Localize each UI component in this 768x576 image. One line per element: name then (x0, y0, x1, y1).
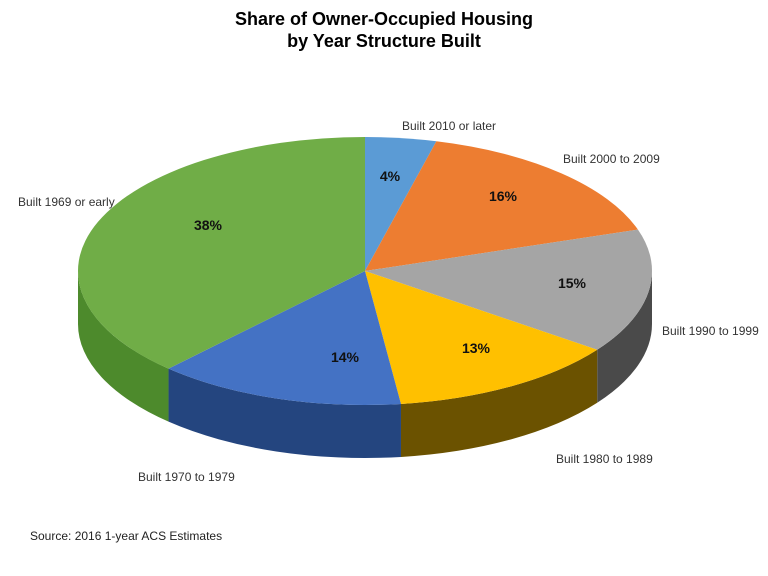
data-label: 4% (379, 168, 401, 184)
pie-slice (365, 229, 653, 350)
pie-side-5 (78, 271, 169, 422)
chart-title: Share of Owner-Occupied Housing by Year … (0, 8, 768, 52)
chart-title-line-1: Share of Owner-Occupied Housing (234, 9, 534, 29)
category-label: Built 1969 or early (18, 195, 115, 209)
data-label: 16% (488, 188, 518, 204)
data-label: 38% (193, 217, 223, 233)
category-label: Built 1970 to 1979 (138, 470, 235, 484)
category-label: Built 1980 to 1989 (556, 452, 653, 466)
pie-side-3 (400, 349, 598, 457)
category-label: Built 2000 to 2009 (563, 152, 660, 166)
pie-slice (78, 137, 366, 369)
category-label: Built 2010 or later (402, 119, 497, 133)
data-label: 14% (330, 349, 360, 365)
pie-slice (168, 271, 401, 405)
source-note: Source: 2016 1-year ACS Estimates (30, 529, 223, 543)
data-label: 13% (461, 340, 491, 356)
pie-slice (365, 271, 598, 404)
pie-side-2 (597, 271, 652, 403)
pie-side-4 (168, 368, 401, 458)
pie-slice (365, 137, 437, 271)
pie-slice (365, 141, 638, 271)
chart-title-line-2: by Year Structure Built (287, 31, 481, 51)
category-label: Built 1990 to 1999 (662, 324, 759, 338)
data-label: 15% (557, 275, 587, 291)
